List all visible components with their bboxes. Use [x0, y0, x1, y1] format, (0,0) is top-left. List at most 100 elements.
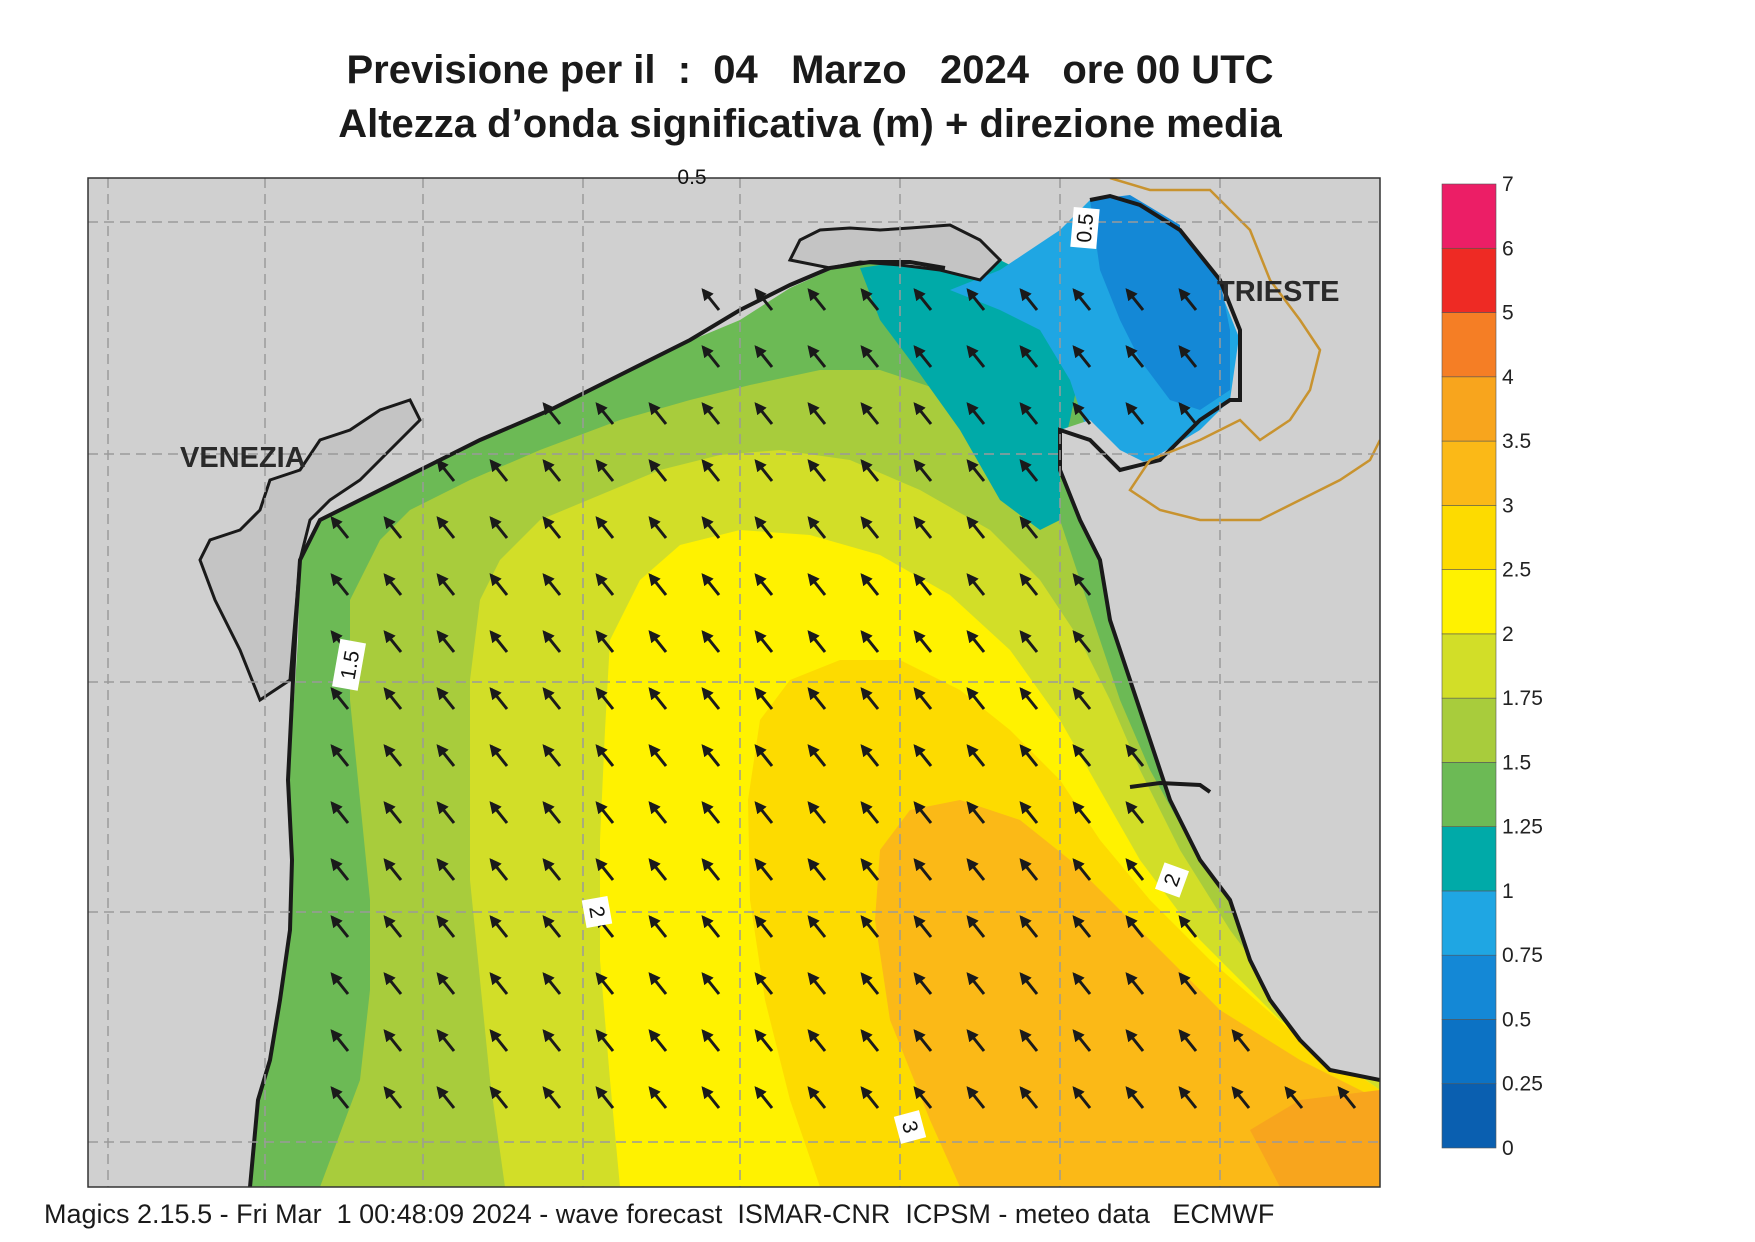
svg-text:3: 3: [897, 1119, 922, 1136]
direction-arrow: [1178, 915, 1198, 938]
direction-arrow: [913, 402, 933, 425]
contour-label-1-5: 1.5: [332, 638, 366, 691]
direction-arrow: [966, 630, 986, 653]
direction-arrow: [754, 288, 774, 311]
direction-arrow: [966, 516, 986, 539]
direction-arrow: [1072, 288, 1092, 311]
direction-arrow: [542, 402, 562, 425]
direction-arrow: [542, 1086, 562, 1109]
direction-arrow: [489, 459, 509, 482]
direction-arrow: [595, 1029, 615, 1052]
direction-arrow: [701, 801, 721, 824]
direction-arrow: [1019, 288, 1039, 311]
direction-arrow: [1231, 1029, 1251, 1052]
direction-arrow: [330, 801, 350, 824]
direction-arrow: [595, 687, 615, 710]
direction-arrow: [1072, 801, 1092, 824]
direction-arrow: [860, 459, 880, 482]
contour-label-0-5-top: 0.5: [677, 166, 706, 189]
direction-arrow: [1019, 573, 1039, 596]
direction-arrow: [542, 573, 562, 596]
direction-arrow: [807, 459, 827, 482]
land-west-coast: [88, 178, 820, 1187]
sea-band-3-5: [1250, 1090, 1380, 1187]
direction-arrow: [1019, 459, 1039, 482]
direction-arrow: [701, 516, 721, 539]
colorbar-level-label: 0.5: [1502, 1008, 1531, 1031]
direction-arrow: [1125, 744, 1145, 767]
colorbar-level-label: 0.25: [1502, 1073, 1543, 1096]
direction-arrow: [701, 687, 721, 710]
direction-arrow: [1019, 858, 1039, 881]
place-label-trieste: TRIESTE: [1217, 276, 1339, 308]
direction-arrow: [595, 630, 615, 653]
direction-arrow: [860, 687, 880, 710]
map-frame: [87, 177, 1381, 1188]
direction-arrow: [1072, 573, 1092, 596]
direction-arrow: [807, 1086, 827, 1109]
colorbar-level-label: 4: [1502, 366, 1514, 389]
colorbar-swatch: [1441, 954, 1497, 1020]
direction-arrow: [807, 288, 827, 311]
direction-arrow: [489, 915, 509, 938]
contour-label-0-5-gulf: 0.5: [1070, 206, 1100, 250]
direction-arrow: [542, 459, 562, 482]
direction-arrow: [860, 915, 880, 938]
colorbar-swatch: [1441, 183, 1497, 249]
direction-arrow: [383, 573, 403, 596]
direction-arrow: [648, 402, 668, 425]
direction-arrow: [1125, 915, 1145, 938]
direction-arrow: [489, 573, 509, 596]
direction-arrow: [1072, 1029, 1092, 1052]
direction-arrow: [330, 915, 350, 938]
colorbar-swatch: [1441, 633, 1497, 699]
direction-arrow: [595, 516, 615, 539]
direction-arrow: [966, 1029, 986, 1052]
direction-arrow: [1178, 288, 1198, 311]
direction-arrow: [807, 573, 827, 596]
colorbar-level-label: 1: [1502, 880, 1514, 903]
direction-arrow: [489, 744, 509, 767]
direction-arrow: [383, 915, 403, 938]
direction-arrow: [1019, 801, 1039, 824]
direction-arrow: [1019, 516, 1039, 539]
direction-arrow: [1019, 972, 1039, 995]
direction-arrow: [330, 573, 350, 596]
direction-arrow: [1072, 687, 1092, 710]
direction-arrow: [542, 972, 562, 995]
direction-arrow: [966, 1086, 986, 1109]
colorbar-level-label: 6: [1502, 237, 1514, 260]
direction-arrow: [1019, 1029, 1039, 1052]
direction-arrow: [330, 744, 350, 767]
direction-arrow: [1019, 1086, 1039, 1109]
direction-arrow: [1178, 972, 1198, 995]
direction-arrow: [754, 516, 774, 539]
svg-text:0.5: 0.5: [1073, 212, 1098, 243]
direction-arrow: [1019, 687, 1039, 710]
direction-arrow: [754, 744, 774, 767]
direction-arrow: [383, 516, 403, 539]
direction-arrow: [966, 573, 986, 596]
direction-arrow: [1125, 801, 1145, 824]
direction-arrow: [966, 972, 986, 995]
direction-arrow: [860, 801, 880, 824]
direction-arrow: [595, 1086, 615, 1109]
direction-arrow: [648, 744, 668, 767]
direction-arrow: [1178, 1086, 1198, 1109]
direction-arrow: [1019, 744, 1039, 767]
direction-arrow: [754, 345, 774, 368]
direction-arrow: [383, 1029, 403, 1052]
direction-arrow: [436, 972, 456, 995]
direction-arrow: [542, 630, 562, 653]
direction-arrow: [542, 687, 562, 710]
direction-arrow: [1072, 915, 1092, 938]
direction-arrow: [1072, 972, 1092, 995]
direction-arrow: [966, 459, 986, 482]
direction-arrow: [489, 516, 509, 539]
direction-arrow: [807, 630, 827, 653]
direction-arrow: [754, 915, 774, 938]
svg-text:0.5: 0.5: [677, 166, 706, 189]
direction-arrow: [383, 972, 403, 995]
direction-arrow: [966, 288, 986, 311]
